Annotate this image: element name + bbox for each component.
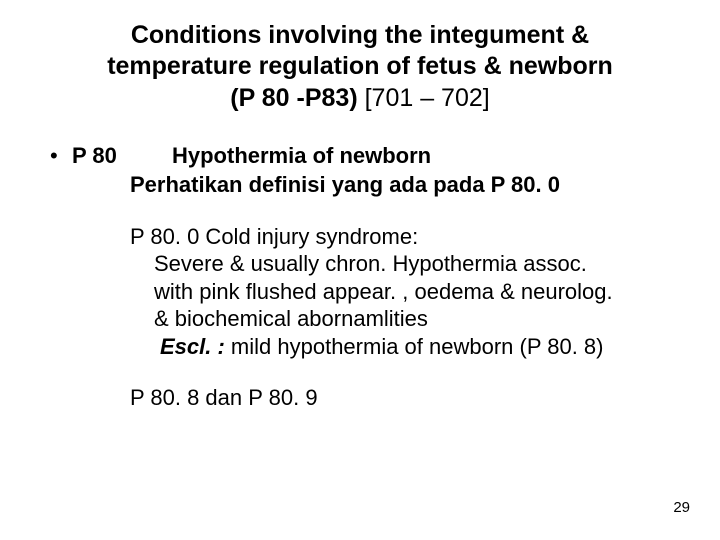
detail-line3: & biochemical abornamlities [154, 305, 670, 333]
bullet-heading: Hypothermia of newborn [172, 142, 431, 170]
bullet-code: P 80 [72, 142, 172, 170]
title-line2: temperature regulation of fetus & newbor… [107, 52, 613, 80]
detail-line2: with pink flushed appear. , oedema & neu… [154, 278, 670, 306]
title-line1: Conditions involving the integument & [131, 21, 589, 49]
page-number: 29 [673, 499, 690, 516]
bullet-marker: • [50, 142, 72, 170]
bullet-subheading: Perhatikan definisi yang ada pada P 80. … [130, 171, 670, 199]
slide-body: • P 80 Hypothermia of newborn Perhatikan… [50, 142, 670, 412]
exclusion-row: Escl. : mild hypothermia of newborn (P 8… [160, 333, 670, 361]
title-range: [701 – 702] [365, 84, 490, 112]
slide-title: Conditions involving the integument & te… [50, 20, 670, 114]
exclusion-text: mild hypothermia of newborn (P 80. 8) [225, 334, 604, 359]
bullet-row: • P 80 Hypothermia of newborn [50, 142, 670, 170]
detail-block: P 80. 0 Cold injury syndrome: Severe & u… [130, 223, 670, 361]
title-code: (P 80 -P83) [230, 84, 357, 112]
footer-codes: P 80. 8 dan P 80. 9 [130, 384, 670, 412]
exclusion-label: Escl. : [160, 334, 225, 359]
detail-line1: Severe & usually chron. Hypothermia asso… [154, 250, 670, 278]
detail-head: P 80. 0 Cold injury syndrome: [130, 223, 670, 251]
